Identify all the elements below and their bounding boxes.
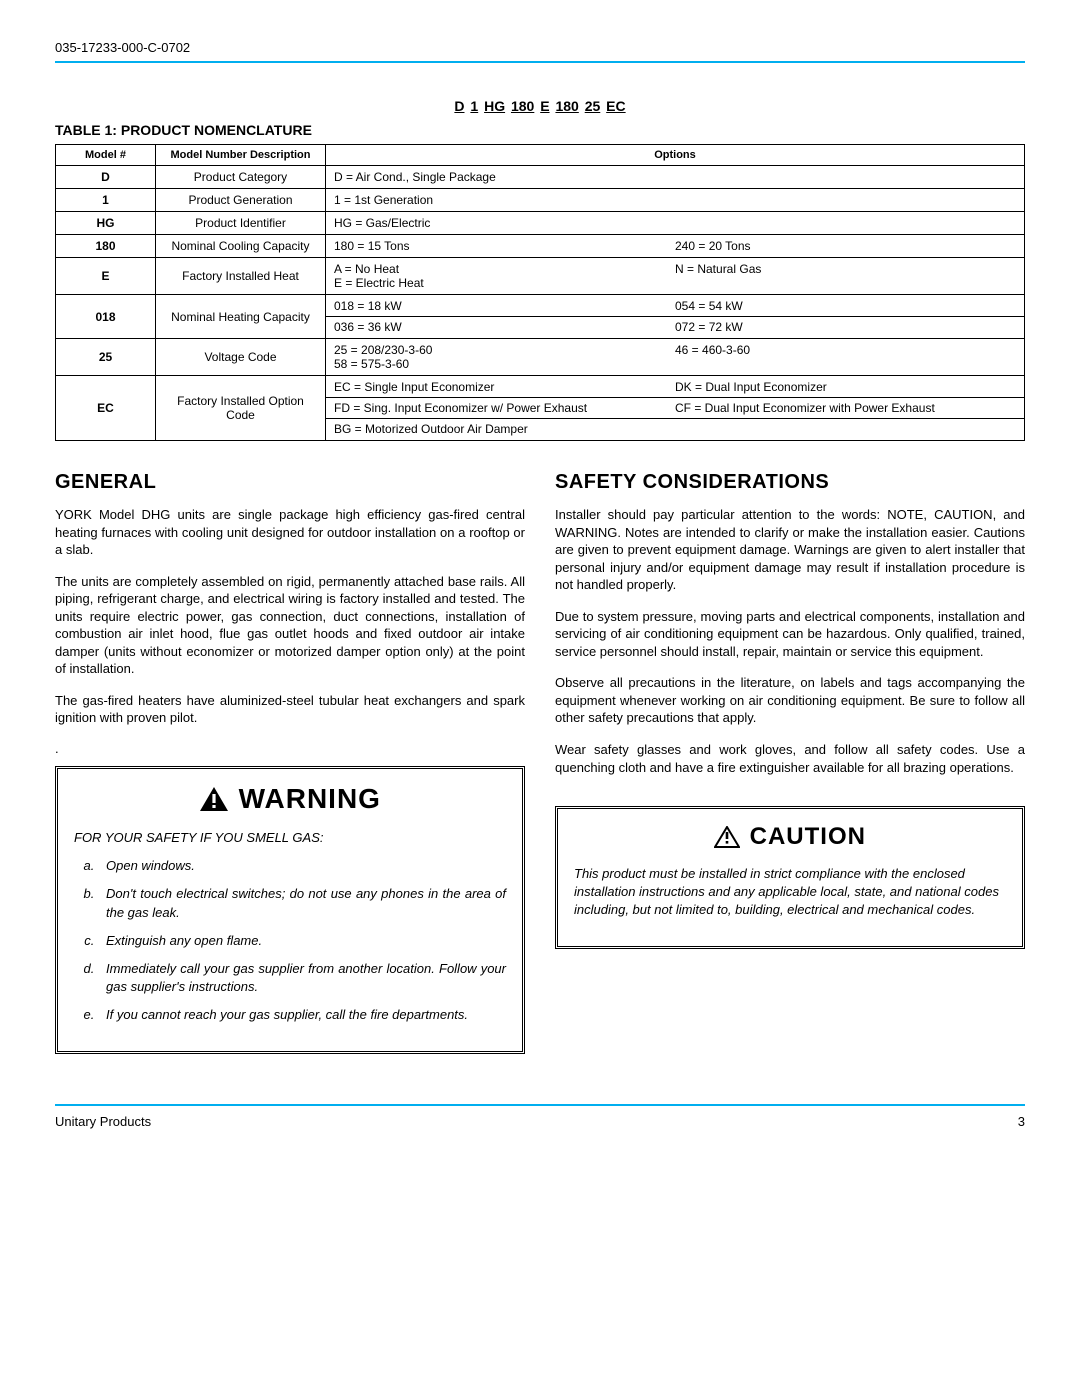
model-cell: 1: [56, 189, 156, 212]
nomenclature-table: Model # Model Number Description Options…: [55, 144, 1025, 441]
warning-box: WARNING FOR YOUR SAFETY IF YOU SMELL GAS…: [55, 766, 525, 1054]
table-row: EFactory Installed HeatA = No Heat E = E…: [56, 258, 1025, 295]
model-cell: EC: [56, 376, 156, 441]
options-cell: 25 = 208/230-3-60 58 = 575-3-6046 = 460-…: [326, 339, 1025, 376]
options-cell: HG = Gas/Electric: [326, 212, 1025, 235]
warning-icon: [199, 786, 229, 812]
footer-left: Unitary Products: [55, 1114, 151, 1129]
desc-cell: Voltage Code: [156, 339, 326, 376]
desc-cell: Product Identifier: [156, 212, 326, 235]
bottom-divider: [55, 1104, 1025, 1106]
page-footer: Unitary Products 3: [55, 1114, 1025, 1129]
desc-cell: Product Category: [156, 166, 326, 189]
table-row: HGProduct IdentifierHG = Gas/Electric: [56, 212, 1025, 235]
desc-cell: Product Generation: [156, 189, 326, 212]
table-title: TABLE 1: PRODUCT NOMENCLATURE: [55, 122, 1025, 138]
caution-text: This product must be installed in strict…: [574, 865, 1006, 920]
warning-list: Open windows. Don't touch electrical swi…: [74, 857, 506, 1024]
model-cell: 25: [56, 339, 156, 376]
model-cell: E: [56, 258, 156, 295]
top-divider: [55, 61, 1025, 63]
model-cell: 180: [56, 235, 156, 258]
options-cell: 1 = 1st Generation: [326, 189, 1025, 212]
document-id: 035-17233-000-C-0702: [55, 40, 1025, 55]
options-cell: 018 = 18 kW054 = 54 kW036 = 36 kW072 = 7…: [326, 295, 1025, 339]
general-body: YORK Model DHG units are single package …: [55, 506, 525, 727]
table-row: 25Voltage Code25 = 208/230-3-60 58 = 575…: [56, 339, 1025, 376]
caution-box: CAUTION This product must be installed i…: [555, 806, 1025, 949]
desc-cell: Nominal Cooling Capacity: [156, 235, 326, 258]
options-cell: 180 = 15 Tons240 = 20 Tons: [326, 235, 1025, 258]
general-heading: GENERAL: [55, 471, 525, 494]
table-row: 018Nominal Heating Capacity018 = 18 kW05…: [56, 295, 1025, 339]
desc-cell: Factory Installed Option Code: [156, 376, 326, 441]
model-cell: D: [56, 166, 156, 189]
options-cell: A = No Heat E = Electric HeatN = Natural…: [326, 258, 1025, 295]
table-row: 180Nominal Cooling Capacity180 = 15 Tons…: [56, 235, 1025, 258]
model-cell: 018: [56, 295, 156, 339]
desc-cell: Nominal Heating Capacity: [156, 295, 326, 339]
th-model: Model #: [56, 145, 156, 166]
th-desc: Model Number Description: [156, 145, 326, 166]
options-cell: EC = Single Input EconomizerDK = Dual In…: [326, 376, 1025, 441]
table-row: DProduct CategoryD = Air Cond., Single P…: [56, 166, 1025, 189]
caution-header: CAUTION: [574, 823, 1006, 851]
table-row: 1Product Generation1 = 1st Generation: [56, 189, 1025, 212]
safety-heading: SAFETY CONSIDERATIONS: [555, 471, 1025, 494]
th-options: Options: [326, 145, 1025, 166]
model-cell: HG: [56, 212, 156, 235]
warning-intro: FOR YOUR SAFETY IF YOU SMELL GAS:: [74, 829, 506, 847]
caution-icon: [714, 826, 740, 848]
footer-right: 3: [1018, 1114, 1025, 1129]
warning-header: WARNING: [74, 783, 506, 815]
desc-cell: Factory Installed Heat: [156, 258, 326, 295]
options-cell: D = Air Cond., Single Package: [326, 166, 1025, 189]
table-row: ECFactory Installed Option CodeEC = Sing…: [56, 376, 1025, 441]
nomenclature-code: D 1 HG 180 E 180 25 EC: [55, 98, 1025, 114]
safety-body: Installer should pay particular attentio…: [555, 506, 1025, 776]
